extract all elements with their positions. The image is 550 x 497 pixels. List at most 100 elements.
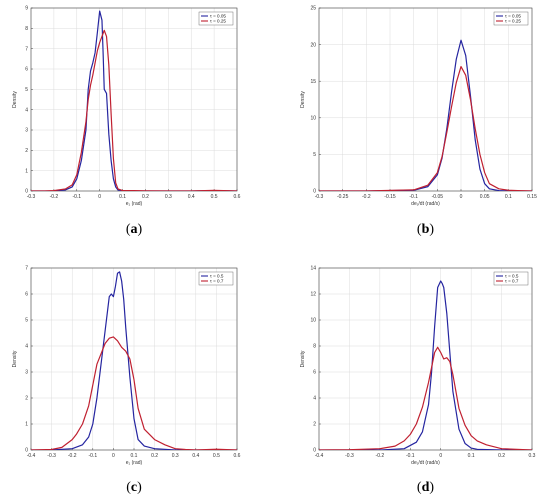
x-tick-label: 0.5 xyxy=(211,194,218,200)
caption-open: ( xyxy=(126,480,131,495)
panel-caption: (d) xyxy=(417,480,434,495)
y-tick-label: 25 xyxy=(310,6,316,12)
legend-entry: τ = 0.25 xyxy=(210,19,226,24)
legend-box xyxy=(493,11,529,26)
y-tick-label: 3 xyxy=(25,128,28,134)
x-tick-label: -0.2 xyxy=(68,453,77,459)
x-axis-label: e₁ (rad) xyxy=(126,201,143,207)
x-tick-label: 0.05 xyxy=(480,194,490,200)
x-tick-label: 0.5 xyxy=(213,453,220,459)
legend-entry: τ = 0.7 xyxy=(505,279,519,284)
legend: τ = 0.5τ = 0.7 xyxy=(493,271,529,286)
y-tick-label: 10 xyxy=(310,116,316,122)
legend-entry: τ = 0.05 xyxy=(505,14,521,19)
x-axis-label: de₁/dt (rad/s) xyxy=(411,460,440,466)
caption-letter: c xyxy=(131,480,137,495)
x-tick-label: -0.3 xyxy=(345,453,354,459)
y-tick-label: 0 xyxy=(313,448,316,454)
panel-caption: (c) xyxy=(126,480,142,495)
y-tick-label: 2 xyxy=(25,148,28,154)
series-line xyxy=(319,65,532,191)
caption-open: ( xyxy=(417,222,422,237)
y-tick-label: 1 xyxy=(25,168,28,174)
caption-letter: b xyxy=(422,222,430,237)
x-tick-label: -0.15 xyxy=(384,194,396,200)
legend: τ = 0.05τ = 0.25 xyxy=(493,11,529,26)
y-tick-label: 9 xyxy=(25,6,28,12)
caption-open: ( xyxy=(126,222,131,237)
x-tick-label: -0.1 xyxy=(88,453,97,459)
y-axis-label: Density xyxy=(12,91,18,108)
y-tick-label: 14 xyxy=(310,266,316,272)
y-tick-label: 0 xyxy=(25,189,28,195)
x-tick-label: -0.4 xyxy=(27,453,36,459)
x-tick-label: -0.3 xyxy=(47,453,56,459)
y-tick-label: 4 xyxy=(313,396,316,402)
legend-entry: τ = 0.5 xyxy=(505,274,519,279)
x-tick-label: -0.4 xyxy=(315,453,324,459)
legend-entry: τ = 0.5 xyxy=(210,274,224,279)
y-tick-label: 6 xyxy=(313,370,316,376)
y-tick-label: 7 xyxy=(25,266,28,272)
y-axis-label: Density xyxy=(12,350,18,367)
series-line xyxy=(31,336,237,450)
y-axis-label: Density xyxy=(300,91,306,108)
legend-entry: τ = 0.7 xyxy=(210,279,224,284)
plot-area xyxy=(319,8,532,191)
x-tick-label: -0.3 xyxy=(315,194,324,200)
legend-entry: τ = 0.05 xyxy=(210,14,226,19)
y-tick-label: 8 xyxy=(25,26,28,32)
panel-caption: (a) xyxy=(126,222,143,237)
x-tick-label: -0.25 xyxy=(337,194,349,200)
y-tick-label: 10 xyxy=(310,318,316,324)
y-tick-label: 5 xyxy=(25,318,28,324)
caption-close: ) xyxy=(429,222,434,237)
caption-close: ) xyxy=(137,480,142,495)
x-tick-label: -0.1 xyxy=(72,194,81,200)
y-tick-label: 4 xyxy=(25,107,28,113)
chart-panel: -0.3 -0.2 -0.1 0 0.1 0.2 0.3 0.4 0.5 0.6 0 1 2 3 4 5 6 7 8… xyxy=(12,6,241,207)
y-tick-label: 2 xyxy=(313,422,316,428)
chart-panel: -0.3 -0.25 -0.2 -0.15 -0.1 -0.05 0 0.05 0.1 0.15 0… xyxy=(300,6,537,207)
panel-caption: (b) xyxy=(417,222,434,237)
y-tick-label: 6 xyxy=(25,67,28,73)
x-tick-label: 0.2 xyxy=(142,194,149,200)
legend-box xyxy=(198,11,234,26)
y-tick-label: 7 xyxy=(25,46,28,52)
axes-frame xyxy=(318,7,533,192)
series-line xyxy=(31,29,237,191)
x-tick-label: 0.3 xyxy=(172,453,179,459)
caption-close: ) xyxy=(429,480,434,495)
y-tick-label: 6 xyxy=(25,292,28,298)
chart-panel: -0.4 -0.3 -0.2 -0.1 0 0.1 0.2 0.3 0 2 4 6 8 10 12 14 de₁… xyxy=(300,266,536,466)
x-tick-label: -0.2 xyxy=(50,194,59,200)
y-tick-label: 4 xyxy=(25,344,28,350)
x-tick-label: 0.15 xyxy=(527,194,537,200)
y-axis-label: Density xyxy=(300,350,306,367)
series-line xyxy=(319,39,532,191)
series-line xyxy=(31,271,237,450)
x-tick-label: 0.1 xyxy=(505,194,512,200)
y-tick-label: 0 xyxy=(313,189,316,195)
plot-area xyxy=(319,268,532,450)
y-tick-label: 5 xyxy=(25,87,28,93)
caption-letter: a xyxy=(131,222,138,237)
x-tick-label: -0.3 xyxy=(27,194,36,200)
y-tick-label: 3 xyxy=(25,370,28,376)
series-line xyxy=(31,10,237,191)
x-tick-label: 0.2 xyxy=(151,453,158,459)
legend: τ = 0.5τ = 0.7 xyxy=(198,271,234,286)
x-tick-label: 0.6 xyxy=(234,453,241,459)
y-tick-label: 5 xyxy=(313,152,316,158)
caption-close: ) xyxy=(138,222,143,237)
x-tick-label: -0.05 xyxy=(432,194,444,200)
x-axis-label: de₁/dt (rad/s) xyxy=(411,201,440,207)
legend-box xyxy=(198,271,234,286)
series-line xyxy=(319,280,532,450)
x-tick-label: 0 xyxy=(98,194,101,200)
x-tick-label: 0.2 xyxy=(498,453,505,459)
legend-entry: τ = 0.25 xyxy=(505,19,521,24)
y-tick-label: 0 xyxy=(25,448,28,454)
axes-frame xyxy=(318,267,533,451)
x-tick-label: 0.1 xyxy=(131,453,138,459)
